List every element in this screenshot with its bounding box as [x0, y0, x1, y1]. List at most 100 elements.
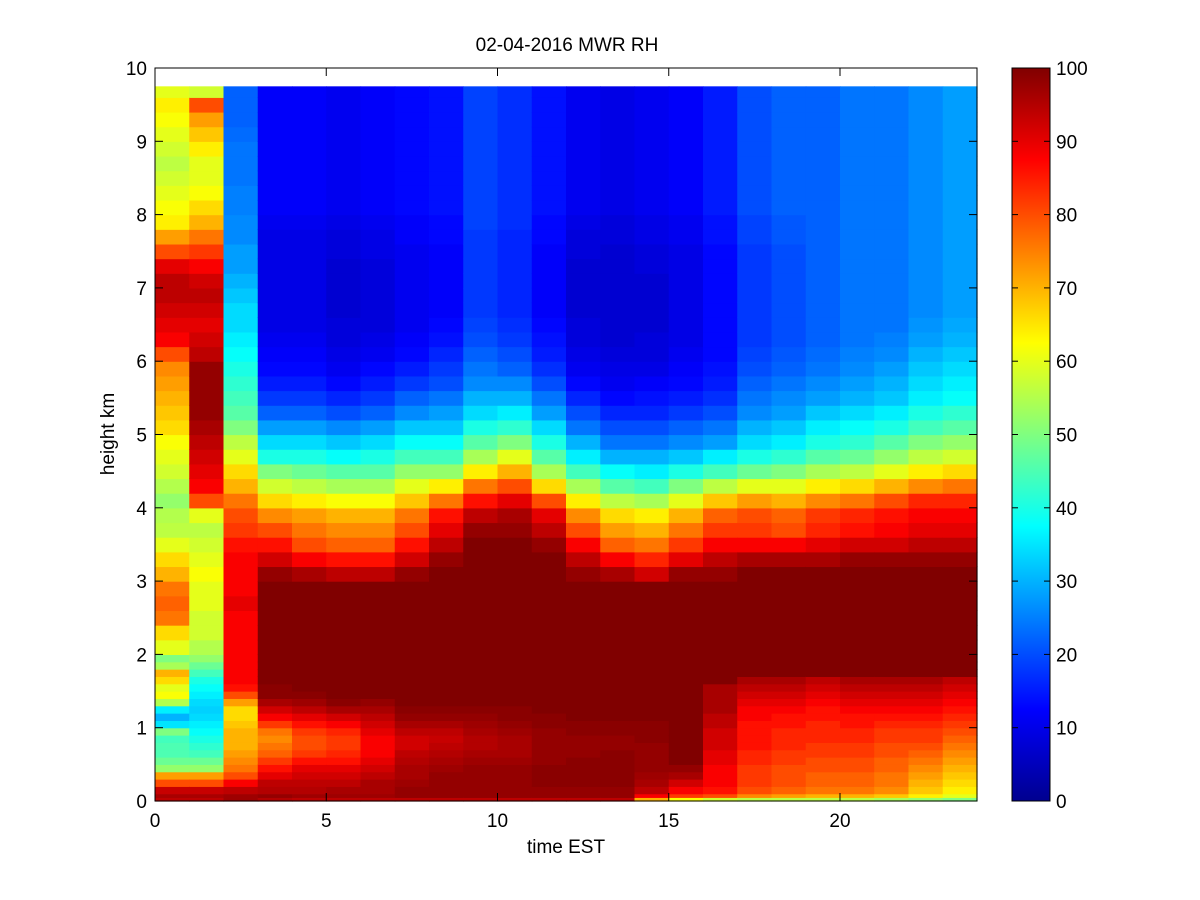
y-tick-label: 10 [126, 59, 147, 80]
heatmap-cell [497, 185, 533, 201]
heatmap-cell [257, 713, 293, 721]
heatmap-cell [703, 317, 738, 333]
heatmap-cell [292, 478, 327, 494]
heatmap-cell [531, 639, 567, 655]
heatmap-cell [155, 793, 190, 798]
heatmap-cell [668, 698, 704, 707]
heatmap-cell [497, 691, 533, 699]
heatmap-cell [463, 97, 499, 113]
heatmap-cell [908, 170, 944, 186]
heatmap-cell [463, 610, 499, 626]
heatmap-cell [805, 86, 841, 98]
heatmap-cell [840, 86, 875, 98]
heatmap-cell [257, 155, 293, 172]
heatmap-cell [223, 390, 259, 406]
heatmap-cell [874, 581, 910, 597]
heatmap-cell [394, 463, 430, 480]
heatmap-cell [566, 155, 601, 172]
heatmap-cell [668, 273, 704, 289]
heatmap-cell [531, 199, 567, 216]
heatmap-cell [737, 390, 773, 406]
heatmap-cell [703, 405, 738, 421]
heatmap-cell [531, 419, 567, 436]
heatmap-cell [326, 661, 362, 670]
heatmap-cell [223, 361, 259, 377]
heatmap-cell [908, 676, 944, 685]
heatmap-cell [257, 797, 293, 802]
heatmap-cell [908, 273, 944, 289]
heatmap-cell [497, 111, 533, 128]
heatmap-cell [155, 595, 190, 612]
heatmap-cell [771, 463, 807, 480]
heatmap-cell [292, 199, 327, 216]
heatmap-cell [634, 764, 670, 773]
heatmap-cell [600, 126, 636, 142]
heatmap-cell [737, 698, 773, 707]
heatmap-cell [292, 273, 327, 289]
heatmap-cell [737, 478, 773, 494]
heatmap-cell [497, 302, 533, 318]
heatmap-cell [155, 566, 190, 582]
heatmap-cell [189, 287, 225, 304]
heatmap-cell [292, 86, 327, 98]
heatmap-cell [497, 170, 533, 186]
heatmap-cell [257, 390, 293, 406]
heatmap-cell [497, 654, 533, 663]
heatmap-cell [600, 375, 636, 392]
heatmap-cell [497, 581, 533, 597]
heatmap-cell [668, 771, 704, 780]
heatmap-cell [360, 346, 396, 362]
heatmap-cell [189, 705, 225, 714]
heatmap-cell [566, 126, 601, 142]
heatmap-cell [155, 797, 190, 802]
heatmap-cell [600, 346, 636, 362]
heatmap-cell [257, 478, 293, 494]
heatmap-cell [908, 537, 944, 553]
heatmap-cell [737, 661, 773, 670]
heatmap-cell [566, 185, 601, 201]
heatmap-cell [292, 797, 327, 802]
heatmap-cell [531, 243, 567, 260]
heatmap-cell [600, 302, 636, 318]
heatmap-cell [566, 390, 601, 406]
heatmap-cell [942, 551, 978, 568]
heatmap-cell [292, 155, 327, 172]
heatmap-cell [703, 720, 738, 729]
heatmap-cell [703, 581, 738, 597]
heatmap-cell [292, 595, 327, 612]
heatmap-cell [874, 625, 910, 641]
heatmap-cell [874, 720, 910, 729]
heatmap-cell [634, 97, 670, 113]
heatmap-cell [360, 493, 396, 509]
heatmap-cell [737, 199, 773, 216]
heatmap-cell [771, 199, 807, 216]
heatmap-cell [668, 581, 704, 597]
heatmap-cell [531, 478, 567, 494]
heatmap-cell [634, 507, 670, 524]
heatmap-cell [531, 111, 567, 128]
heatmap-cell [668, 654, 704, 663]
heatmap-cell [600, 713, 636, 721]
heatmap-cell [634, 522, 670, 538]
heatmap-cell [497, 764, 533, 773]
heatmap-cell [908, 302, 944, 318]
heatmap-cell [805, 705, 841, 714]
heatmap-cell [737, 713, 773, 721]
heatmap-cell [531, 126, 567, 142]
heatmap-cell [360, 390, 396, 406]
heatmap-cell [566, 522, 601, 538]
heatmap-cell [668, 735, 704, 743]
heatmap-cell [703, 449, 738, 465]
heatmap-cell [463, 742, 499, 751]
heatmap-cell [840, 720, 875, 729]
heatmap-cell [805, 566, 841, 582]
heatmap-cell [463, 229, 499, 245]
heatmap-cell [223, 287, 259, 304]
heatmap-cell [155, 735, 190, 743]
heatmap-cell [497, 317, 533, 333]
heatmap-cell [703, 493, 738, 509]
heatmap-cell [840, 463, 875, 480]
heatmap-cell [703, 537, 738, 553]
heatmap-cell [805, 720, 841, 729]
heatmap-cell [292, 683, 327, 692]
